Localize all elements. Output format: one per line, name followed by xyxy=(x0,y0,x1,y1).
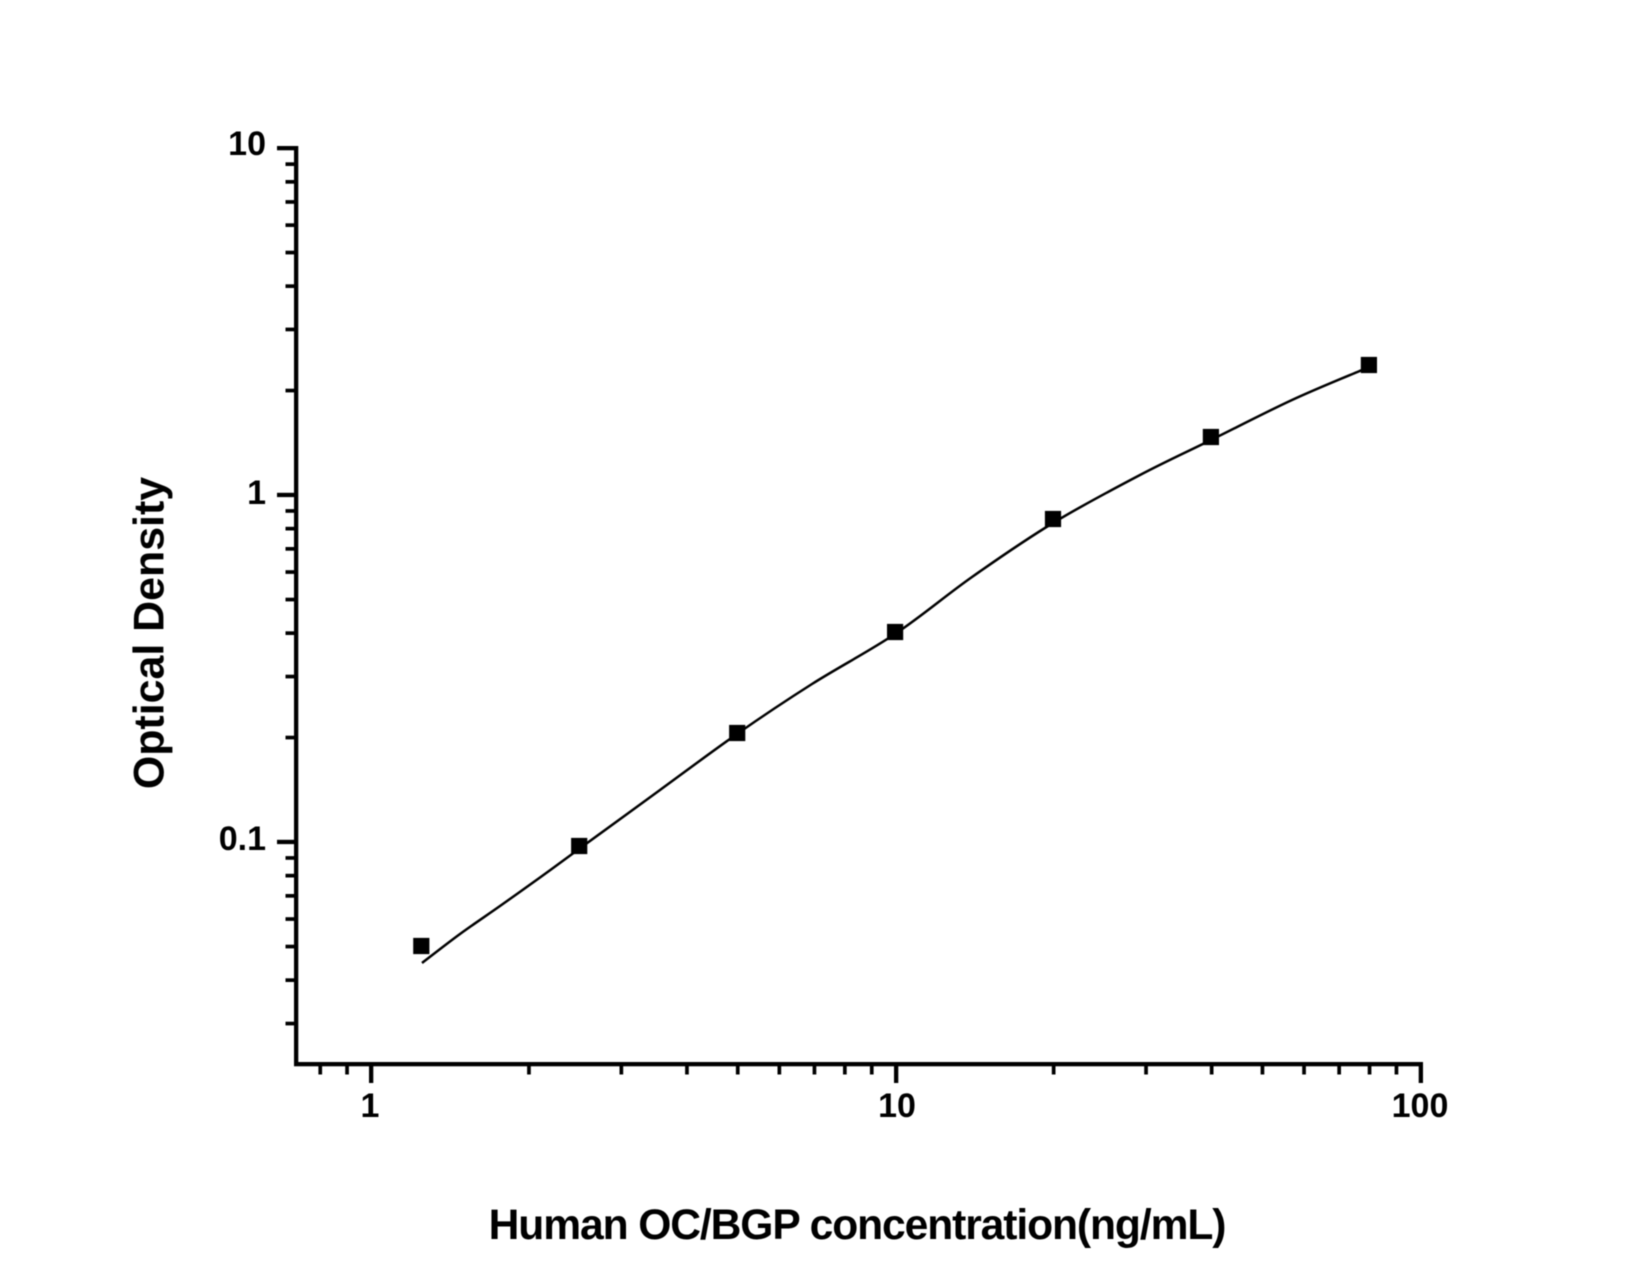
svg-text:Optical Density: Optical Density xyxy=(125,477,173,789)
svg-text:10: 10 xyxy=(228,125,266,163)
svg-text:0.1: 0.1 xyxy=(219,820,266,858)
svg-text:1: 1 xyxy=(361,1087,380,1125)
svg-text:100: 100 xyxy=(1392,1087,1449,1125)
svg-text:Human OC/BGP concentration(ng/: Human OC/BGP concentration(ng/mL) xyxy=(489,1201,1226,1249)
svg-text:1: 1 xyxy=(247,474,266,512)
svg-text:10: 10 xyxy=(878,1087,916,1125)
